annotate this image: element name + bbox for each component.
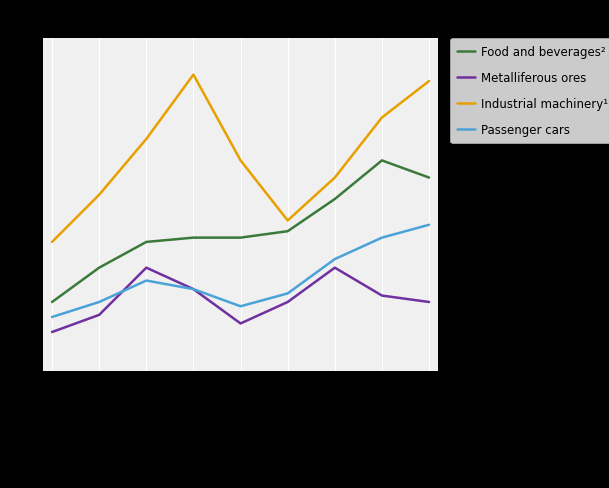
Legend: Food and beverages², Metalliferous ores, Industrial machinery¹, Passenger cars: Food and beverages², Metalliferous ores,… [450, 39, 609, 144]
